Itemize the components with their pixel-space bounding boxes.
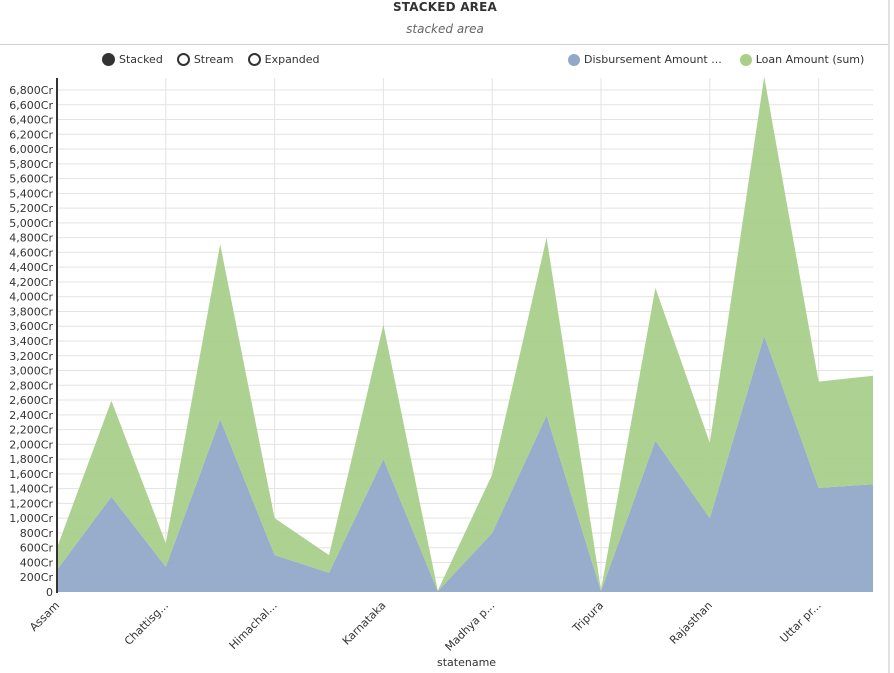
legend-dot-icon: [568, 53, 580, 66]
y-tick-label: 4,600Cr: [9, 246, 53, 259]
chart-subtitle: stacked area: [406, 22, 484, 36]
x-tick-label: Karnataka: [340, 599, 389, 648]
y-tick-label: 800Cr: [20, 527, 54, 540]
legend-item-loan[interactable]: Loan Amount (sum): [739, 53, 865, 66]
mode-stacked[interactable]: Stacked: [102, 53, 163, 66]
area-series-0[interactable]: [57, 335, 873, 592]
x-tick-label: Madhya p...: [443, 599, 498, 654]
x-tick-label: Tripura: [569, 599, 606, 636]
y-tick-label: 6,000Cr: [9, 143, 53, 156]
mode-stream[interactable]: Stream: [176, 53, 234, 66]
y-tick-label: 2,400Cr: [9, 409, 53, 422]
y-tick-label: 4,200Cr: [9, 276, 53, 289]
y-tick-label: 5,000Cr: [9, 217, 53, 230]
radio-unselected-icon: [247, 53, 261, 66]
y-tick-label: 6,600Cr: [9, 99, 53, 112]
panel-border: [888, 0, 890, 673]
y-tick-label: 4,000Cr: [9, 291, 53, 304]
y-tick-label: 2,600Cr: [9, 394, 53, 407]
y-tick-label: 3,800Cr: [9, 305, 53, 318]
y-tick-label: 600Cr: [20, 542, 54, 555]
y-tick-label: 3,200Cr: [9, 350, 53, 363]
y-tick-label: 5,400Cr: [9, 187, 53, 200]
x-tick-label: Chattisg...: [122, 599, 171, 648]
y-tick-label: 0: [46, 586, 53, 599]
area-series[interactable]: [57, 76, 873, 592]
y-tick-label: 5,600Cr: [9, 173, 53, 186]
y-tick-label: 3,600Cr: [9, 320, 53, 333]
x-tick-label: Assam: [27, 599, 62, 634]
y-tick-label: 2,000Cr: [9, 438, 53, 451]
radio-unselected-icon: [176, 53, 190, 66]
y-tick-label: 6,200Cr: [9, 128, 53, 141]
chart-header: STACKED AREA stacked area: [0, 0, 890, 45]
legend-dot-icon: [739, 53, 752, 66]
y-tick-label: 1,400Cr: [9, 483, 53, 496]
y-tick-label: 6,800Cr: [9, 84, 53, 97]
mode-stream-label: Stream: [193, 53, 234, 66]
y-tick-label: 3,400Cr: [9, 335, 53, 348]
mode-expanded-label: Expanded: [264, 53, 320, 66]
y-tick-label: 4,800Cr: [9, 232, 53, 245]
y-tick-label: 2,200Cr: [9, 424, 53, 437]
y-tick-label: 5,200Cr: [9, 202, 53, 215]
x-tick-label: Uttar pr...: [777, 599, 823, 645]
y-tick-label: 1,000Cr: [9, 512, 53, 525]
y-tick-label: 1,800Cr: [9, 453, 53, 466]
chart-mode-controls: Stacked Stream Expanded: [102, 53, 320, 66]
y-tick-label: 3,000Cr: [9, 365, 53, 378]
radio-selected-icon: [102, 53, 115, 66]
y-tick-label: 2,800Cr: [9, 379, 53, 392]
chart-legend: Disbursement Amount ... Loan Amount (sum…: [568, 53, 864, 66]
y-tick-label: 1,200Cr: [9, 497, 53, 510]
legend-item-disbursement[interactable]: Disbursement Amount ...: [568, 53, 722, 66]
legend-label: Loan Amount (sum): [755, 53, 865, 66]
mode-expanded[interactable]: Expanded: [247, 53, 320, 66]
y-tick-label: 4,400Cr: [9, 261, 53, 274]
y-tick-label: 6,400Cr: [9, 114, 53, 127]
legend-label: Disbursement Amount ...: [584, 53, 722, 66]
area-series-1[interactable]: [57, 76, 873, 592]
x-axis-title: statename: [437, 656, 497, 669]
y-tick-label: 1,600Cr: [9, 468, 53, 481]
x-tick-label: Rajasthan: [667, 599, 715, 647]
y-tick-label: 5,800Cr: [9, 158, 53, 171]
x-axis: Assam Chattisg... Himachal... Karnataka Madh…: [27, 599, 824, 654]
y-tick-label: 200Cr: [20, 571, 54, 584]
mode-stacked-label: Stacked: [119, 53, 163, 66]
chart-title: STACKED AREA: [392, 0, 498, 14]
y-tick-label: 400Cr: [20, 556, 54, 569]
x-tick-label: Himachal...: [227, 599, 280, 652]
